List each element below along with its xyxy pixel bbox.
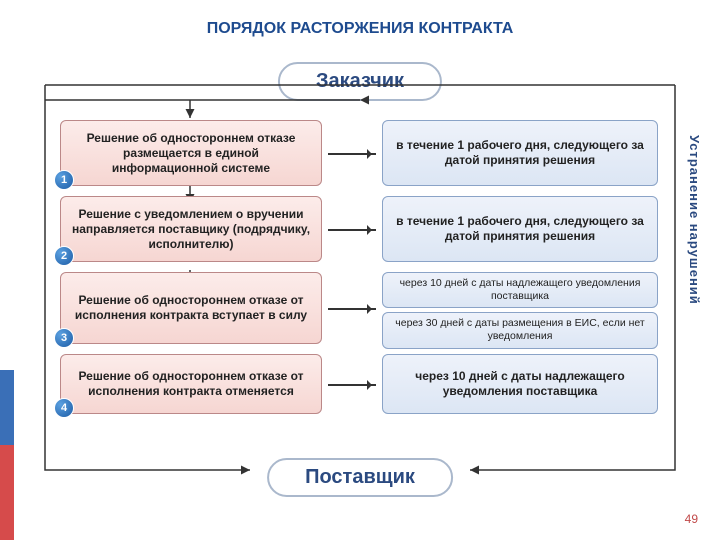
arrow-gap <box>322 120 382 186</box>
pill-customer: Заказчик <box>278 62 442 101</box>
page-title: ПОРЯДОК РАСТОРЖЕНИЯ КОНТРАКТА <box>0 20 720 38</box>
flag-stripe-red <box>0 445 14 540</box>
arrow-right-icon <box>328 384 376 386</box>
flow-row: 1 Решение об одностороннем отказе размещ… <box>60 120 658 186</box>
arrow-right-icon <box>328 308 376 310</box>
step-badge: 2 <box>54 246 74 266</box>
step-right-box: через 10 дней с даты надлежащего уведомл… <box>382 354 658 414</box>
pill-supplier: Поставщик <box>267 458 453 497</box>
step-right-col: через 10 дней с даты надлежащего уведомл… <box>382 354 658 414</box>
step-right-col: в течение 1 рабочего дня, следующего за … <box>382 196 658 262</box>
step-badge: 3 <box>54 328 74 348</box>
step-right-col: в течение 1 рабочего дня, следующего за … <box>382 120 658 186</box>
step-right-col: через 10 дней с даты надлежащего уведомл… <box>382 272 658 344</box>
step-right-box: в течение 1 рабочего дня, следующего за … <box>382 196 658 262</box>
arrow-gap <box>322 354 382 414</box>
side-label: Устранение нарушений <box>687 135 702 305</box>
step-left-box: Решение об одностороннем отказе от испол… <box>60 272 322 344</box>
step-left-box: Решение об одностороннем отказе размещае… <box>60 120 322 186</box>
arrow-gap <box>322 196 382 262</box>
page-number: 49 <box>685 512 698 526</box>
flow-rows: 1 Решение об одностороннем отказе размещ… <box>60 120 658 424</box>
step-badge: 4 <box>54 398 74 418</box>
flow-row: 4 Решение об одностороннем отказе от исп… <box>60 354 658 414</box>
flow-row: 3 Решение об одностороннем отказе от исп… <box>60 272 658 344</box>
flag-stripe-white <box>0 0 14 370</box>
step-right-box: через 30 дней с даты размещения в ЕИС, е… <box>382 312 658 348</box>
step-right-box: через 10 дней с даты надлежащего уведомл… <box>382 272 658 308</box>
step-left-box: Решение с уведомлением о вручении направ… <box>60 196 322 262</box>
flag-stripe-blue <box>0 370 14 445</box>
flow-row: 2 Решение с уведомлением о вручении напр… <box>60 196 658 262</box>
step-right-box: в течение 1 рабочего дня, следующего за … <box>382 120 658 186</box>
arrow-right-icon <box>328 229 376 231</box>
step-left-box: Решение об одностороннем отказе от испол… <box>60 354 322 414</box>
arrow-right-icon <box>328 153 376 155</box>
step-badge: 1 <box>54 170 74 190</box>
arrow-gap <box>322 272 382 344</box>
